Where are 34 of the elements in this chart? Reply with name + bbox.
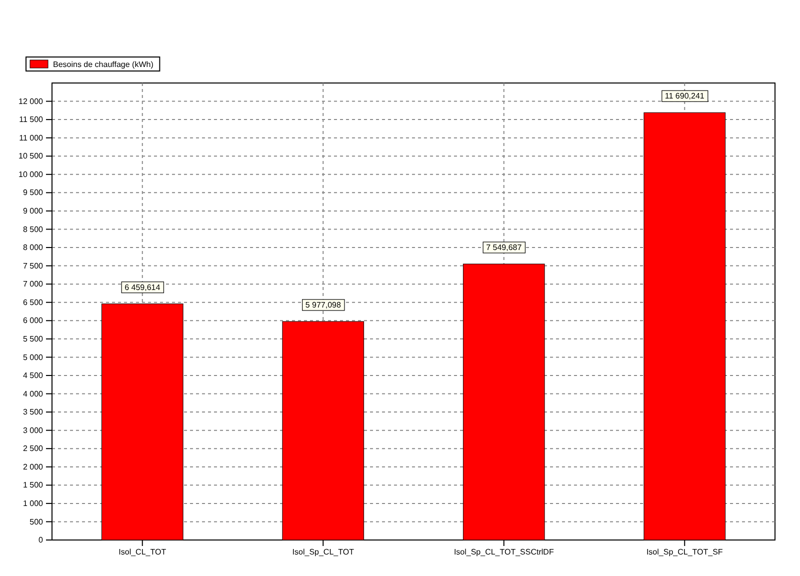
y-tick-label: 8 000 (22, 243, 44, 252)
y-tick-label: 11 000 (19, 133, 44, 142)
x-tick-label: Isol_Sp_CL_TOT_SSCtrlDF (454, 548, 554, 557)
y-tick-label: 5 500 (22, 334, 44, 344)
y-tick-label: 1 500 (22, 480, 44, 490)
y-tick-label: 9 500 (22, 188, 44, 198)
y-tick-label: 7 500 (22, 261, 44, 270)
data-label: 6 459,614 (124, 282, 161, 292)
y-tick-label: 4 000 (22, 389, 44, 398)
data-label: 11 690,241 (664, 92, 705, 101)
y-tick-label: 9 000 (22, 206, 44, 216)
y-tick-label: 10 000 (18, 170, 44, 179)
y-tick-label: 12 000 (18, 96, 44, 106)
y-tick-label: 6 000 (22, 316, 44, 326)
x-tick-label: Isol_CL_TOT (118, 548, 166, 557)
y-tick-label: 1 000 (22, 499, 44, 508)
y-tick-label: 500 (30, 517, 44, 526)
y-tick-label: 2 000 (22, 462, 44, 472)
y-tick-label: 11 500 (19, 115, 44, 124)
data-label: 5 977,098 (305, 300, 342, 310)
x-tick-label: Isol_Sp_CL_TOT (292, 548, 354, 557)
y-tick-label: 2 500 (22, 444, 44, 454)
y-tick-label: 0 (38, 536, 44, 545)
legend-label: Besoins de chauffage (kWh) (53, 60, 154, 69)
x-tick-label: Isol_Sp_CL_TOT_SF (646, 548, 723, 557)
y-tick-label: 5 000 (22, 352, 44, 362)
y-tick-label: 4 500 (22, 371, 44, 380)
y-tick-label: 3 000 (22, 426, 44, 435)
y-tick-label: 6 500 (22, 298, 44, 307)
y-tick-label: 10 500 (18, 152, 44, 161)
data-label: 7 549,687 (486, 242, 522, 252)
y-tick-label: 7 000 (22, 280, 44, 289)
y-tick-label: 3 500 (22, 408, 44, 417)
y-tick-label: 8 500 (22, 224, 44, 234)
